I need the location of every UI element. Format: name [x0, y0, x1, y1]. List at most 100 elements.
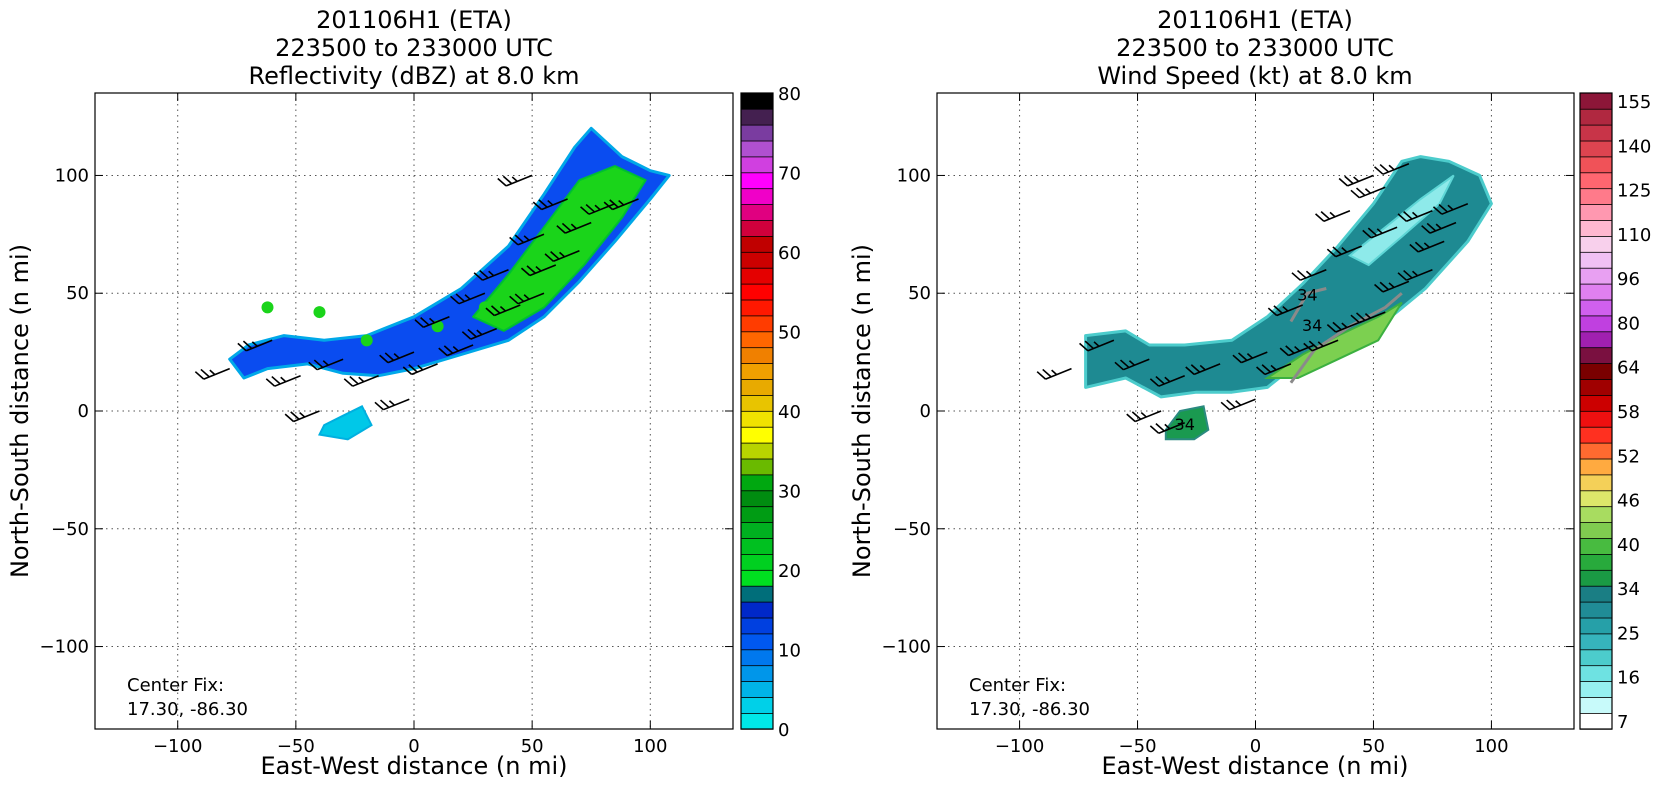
colorbar-swatch — [740, 505, 774, 523]
wind-barb — [438, 344, 474, 357]
colorbar-tick-label: 50 — [778, 323, 801, 344]
colorbar-tick-label: 16 — [1617, 668, 1640, 689]
wind-barb — [603, 198, 639, 211]
colorbar-swatch — [1579, 378, 1613, 396]
colorbar-swatch — [1579, 442, 1613, 460]
wind-barb — [194, 367, 230, 380]
colorbar-swatch — [740, 124, 774, 142]
wind-barb — [1079, 339, 1115, 352]
colorbar-tick-label: 40 — [778, 402, 801, 423]
panel2-title-line3: Wind Speed (kt) at 8.0 km — [1097, 62, 1412, 90]
colorbar-swatch — [740, 203, 774, 221]
colorbar-swatch — [1579, 108, 1613, 126]
wind-barb — [509, 233, 545, 246]
wind-barb — [1350, 186, 1386, 199]
x-tick-label: −100 — [153, 736, 202, 757]
panel1-wind-barbs — [194, 174, 639, 423]
wind-barb — [1374, 280, 1410, 293]
y-tick-label: −100 — [882, 637, 931, 658]
colorbar-swatch — [1579, 299, 1613, 317]
colorbar-swatch — [1579, 235, 1613, 253]
colorbar-swatch — [740, 458, 774, 476]
y-tick-label: −50 — [893, 519, 931, 540]
colorbar-swatch — [1579, 203, 1613, 221]
wind-barb — [485, 304, 521, 317]
colorbar-swatch — [740, 331, 774, 349]
x-tick-label: 100 — [633, 736, 667, 757]
colorbar-tick-label: 64 — [1617, 358, 1640, 379]
panel1-title-line1: 201106H1 (ETA) — [316, 6, 512, 34]
panel2-title-line2: 223500 to 233000 UTC — [1116, 34, 1394, 62]
reflectivity-cell — [261, 301, 274, 314]
wind-barb — [1397, 210, 1433, 223]
colorbar-swatch — [740, 315, 774, 333]
panel2-y-ticks: −100 −50 0 50 100 — [882, 165, 1574, 658]
wind-barb — [556, 221, 592, 234]
colorbar-tick-label: 40 — [1617, 535, 1640, 556]
colorbar-swatch — [1579, 156, 1613, 174]
panel2-wind-barbs — [1036, 162, 1469, 435]
wind-barb — [1149, 422, 1185, 435]
wind-barb — [1409, 240, 1445, 253]
colorbar-swatch — [740, 569, 774, 587]
wind-barb — [1421, 221, 1457, 234]
wind-barb — [1338, 174, 1374, 187]
colorbar-tick-label: 0 — [778, 720, 789, 741]
wind-barb — [1397, 268, 1433, 281]
colorbar-swatch — [740, 665, 774, 683]
wind-barb — [1303, 339, 1339, 352]
colorbar-swatch — [740, 537, 774, 555]
x-tick-label: 0 — [408, 736, 419, 757]
panel2-colorbar: 7 16 25 34 40 46 52 58 64 80 96 110 125 140 155 — [1579, 92, 1651, 733]
wind-barb — [473, 268, 509, 281]
wind-barb — [265, 374, 301, 387]
colorbar-swatch — [1579, 680, 1613, 698]
wind-barb — [1267, 304, 1303, 317]
colorbar-tick-label: 7 — [1617, 712, 1628, 733]
colorbar-swatch — [740, 442, 774, 460]
wind-speed-swath — [1084, 155, 1493, 399]
colorbar-frame — [740, 92, 774, 730]
colorbar-tick-label: 46 — [1617, 491, 1640, 512]
colorbar-swatch — [1579, 601, 1613, 619]
wind-barb — [374, 398, 410, 411]
colorbar-swatch — [1579, 617, 1613, 635]
wind-barb — [1291, 268, 1327, 281]
colorbar-swatch — [740, 553, 774, 571]
colorbar-swatch — [740, 521, 774, 539]
contour-label: 34 — [1175, 415, 1195, 434]
reflectivity-panel: 201106H1 (ETA) 223500 to 233000 UTC Refl… — [6, 6, 801, 780]
y-tick-label: 100 — [897, 165, 931, 186]
wind-barb — [414, 316, 450, 329]
wind-barb — [509, 292, 545, 305]
colorbar-swatch — [1579, 315, 1613, 333]
reflectivity-swath — [228, 126, 671, 380]
y-tick-label: 0 — [78, 401, 89, 422]
colorbar-swatch — [740, 378, 774, 396]
colorbar-swatch — [1579, 633, 1613, 651]
colorbar-swatch — [1579, 172, 1613, 190]
y-tick-label: 50 — [908, 283, 931, 304]
colorbar-swatch — [1579, 267, 1613, 285]
wind-barb — [461, 327, 497, 340]
colorbar-tick-label: 25 — [1617, 623, 1640, 644]
wind-barb — [1432, 202, 1469, 215]
colorbar-swatch — [1579, 394, 1613, 412]
colorbar-swatch — [740, 283, 774, 301]
reflectivity-blob — [318, 404, 373, 441]
wind-barb — [1315, 210, 1351, 223]
colorbar-swatch — [740, 235, 774, 253]
colorbar-tick-label: 52 — [1617, 446, 1640, 467]
colorbar-swatch — [740, 299, 774, 317]
wind-barb — [532, 198, 568, 211]
colorbar-swatch — [1579, 665, 1613, 683]
colorbar-swatch — [740, 362, 774, 380]
x-tick-label: 50 — [1362, 736, 1385, 757]
wind-speed-light-region — [1348, 174, 1455, 267]
colorbar-swatch — [1579, 521, 1613, 539]
panel1-reflectivity-field — [228, 126, 671, 441]
colorbar-swatch — [1579, 569, 1613, 587]
colorbar-tick-label: 80 — [778, 84, 801, 105]
y-tick-label: −50 — [51, 519, 89, 540]
wind-barb — [1374, 162, 1410, 175]
